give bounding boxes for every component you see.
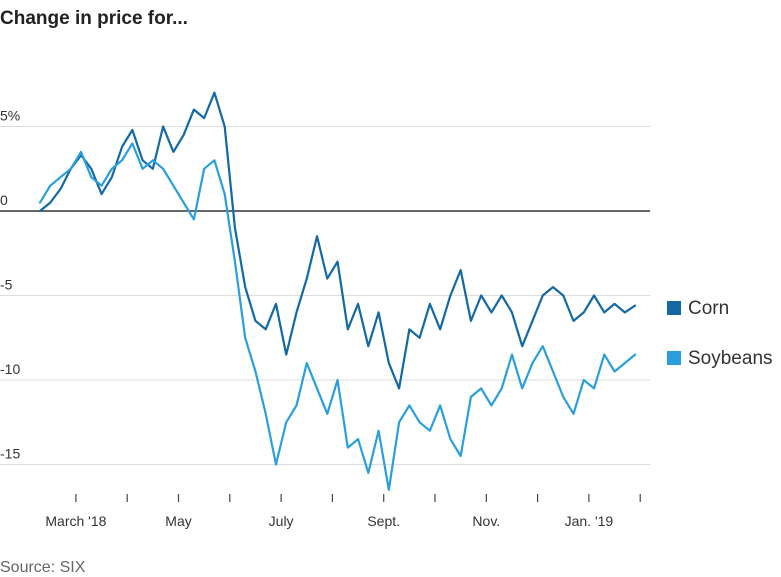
gridlines — [0, 126, 650, 465]
x-axis-ticks: March '18 May July Sept. Nov. Jan. '19 — [45, 494, 641, 529]
x-tick-label: Sept. — [367, 513, 400, 529]
series-lines — [38, 91, 637, 491]
series-line-corn — [38, 91, 637, 390]
x-tick-label: July — [269, 513, 294, 529]
legend: Corn Soybeans — [667, 298, 773, 369]
legend-swatch-corn — [667, 301, 681, 315]
y-tick-label: -10 — [0, 361, 20, 377]
y-tick-label: 5% — [0, 108, 20, 124]
x-tick-label: Jan. '19 — [565, 513, 614, 529]
legend-label-corn: Corn — [688, 298, 729, 319]
y-axis-ticks: 5% 0 -5 -10 -15 — [0, 108, 20, 462]
legend-label-soybeans: Soybeans — [688, 348, 773, 369]
y-tick-label: -5 — [0, 277, 13, 293]
legend-swatch-soybeans — [667, 351, 681, 365]
chart-title: Change in price for... — [0, 8, 188, 29]
x-tick-label: Nov. — [472, 513, 500, 529]
y-tick-label: -15 — [0, 446, 20, 462]
y-tick-label: 0 — [0, 192, 8, 208]
x-tick-label: March '18 — [45, 513, 106, 529]
x-tick-label: May — [165, 513, 191, 529]
source-note: Source: SIX — [0, 559, 86, 576]
series-line-soybeans — [38, 142, 637, 491]
